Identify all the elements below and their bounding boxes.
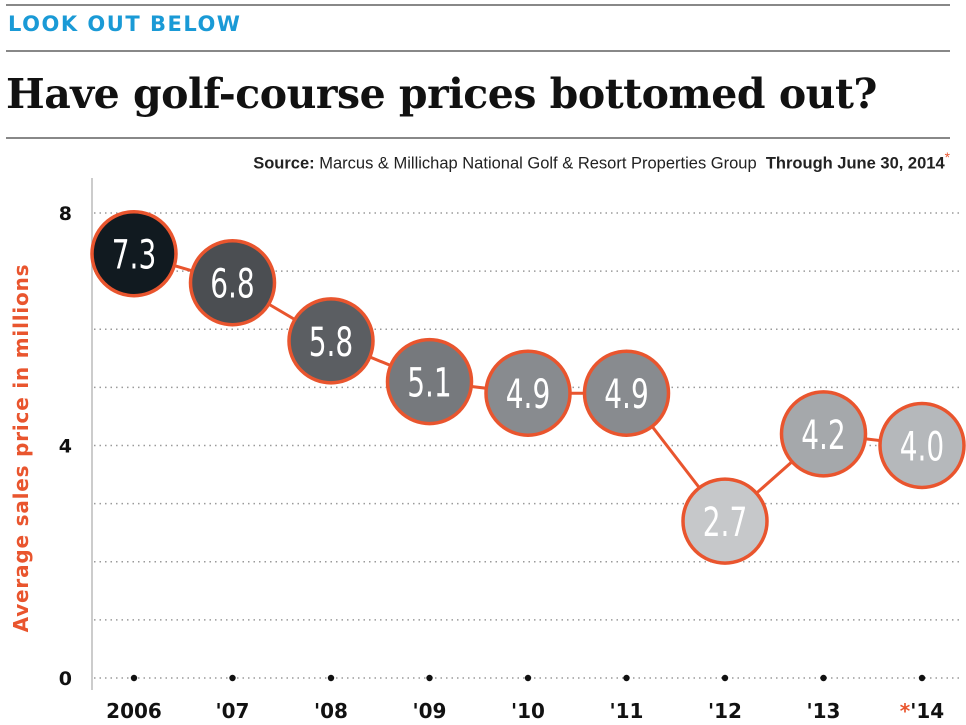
x-tick-label: 2006: [106, 699, 162, 723]
data-point-label: 7.3: [112, 233, 157, 279]
top-rule: [6, 4, 950, 6]
gridlines: [94, 212, 960, 679]
data-points: 7.3 6.8 5.8 5.1 4.9 4.9 2.7 4.2 4.0: [90, 209, 966, 565]
x-tick-label: '12: [708, 699, 742, 723]
source-text: Marcus & Millichap National Golf & Resor…: [314, 154, 757, 173]
data-point-marker: [484, 349, 572, 437]
x-tick-dots: [130, 674, 926, 682]
data-point-marker: [90, 209, 178, 298]
y-tick-label: 8: [59, 203, 72, 225]
x-tick-label: '11: [610, 699, 644, 723]
data-point-marker: [188, 239, 277, 327]
data-point-label: 5.1: [407, 361, 452, 407]
x-tick-label: '13: [807, 699, 841, 723]
through-asterisk: *: [944, 150, 950, 165]
source-line: Source: Marcus & Millichap National Golf…: [253, 150, 950, 174]
x-tick-dot: [524, 674, 532, 682]
x-tick-label: *'14: [900, 699, 944, 723]
data-point-marker: [385, 337, 474, 426]
x-tick-label: '08: [314, 699, 348, 723]
title-rule: [6, 137, 950, 139]
kicker: LOOK OUT BELOW: [8, 12, 242, 36]
data-point-label: 4.2: [801, 413, 846, 459]
series-line: [93, 252, 923, 524]
data-point-label: 2.7: [703, 500, 748, 546]
data-point-label: 4.9: [604, 372, 649, 418]
y-tick-labels: 0 4 8: [59, 203, 72, 690]
x-tick-label: '09: [413, 699, 447, 723]
data-point-label: 4.0: [900, 425, 945, 471]
x-tick-dot: [327, 674, 335, 682]
data-point-label: 5.8: [309, 320, 354, 366]
x-tick-dot: [623, 674, 630, 682]
x-tick-asterisk: *: [900, 699, 911, 723]
through-date: Through June 30, 2014: [765, 154, 945, 173]
y-tick-label: 0: [59, 668, 72, 690]
x-tick-dot: [426, 674, 433, 682]
x-tick-dot: [130, 674, 138, 682]
x-tick-dot: [721, 674, 729, 682]
data-point-marker: [681, 477, 769, 565]
y-axis-label: Average sales price in millions: [9, 264, 33, 633]
kicker-rule: [6, 50, 950, 52]
data-point-marker: [582, 349, 671, 437]
y-tick-label: 4: [59, 436, 72, 458]
x-tick-dot: [918, 674, 926, 682]
data-point-marker: [779, 390, 868, 478]
page-title: Have golf-course prices bottomed out?: [6, 70, 877, 118]
source-label: Source:: [253, 154, 315, 173]
x-tick-labels: 2006 '07 '08 '09 '10 '11 '12 '13 *'14: [106, 699, 944, 723]
x-tick-label: '07: [216, 699, 250, 723]
data-point-marker: [878, 401, 966, 490]
x-tick-label: '10: [511, 699, 545, 723]
x-tick-dot: [229, 674, 236, 682]
data-point-marker: [287, 297, 375, 385]
data-point-label: 4.9: [506, 372, 551, 418]
x-tick-dot: [820, 674, 827, 682]
data-point-label: 6.8: [210, 262, 255, 308]
